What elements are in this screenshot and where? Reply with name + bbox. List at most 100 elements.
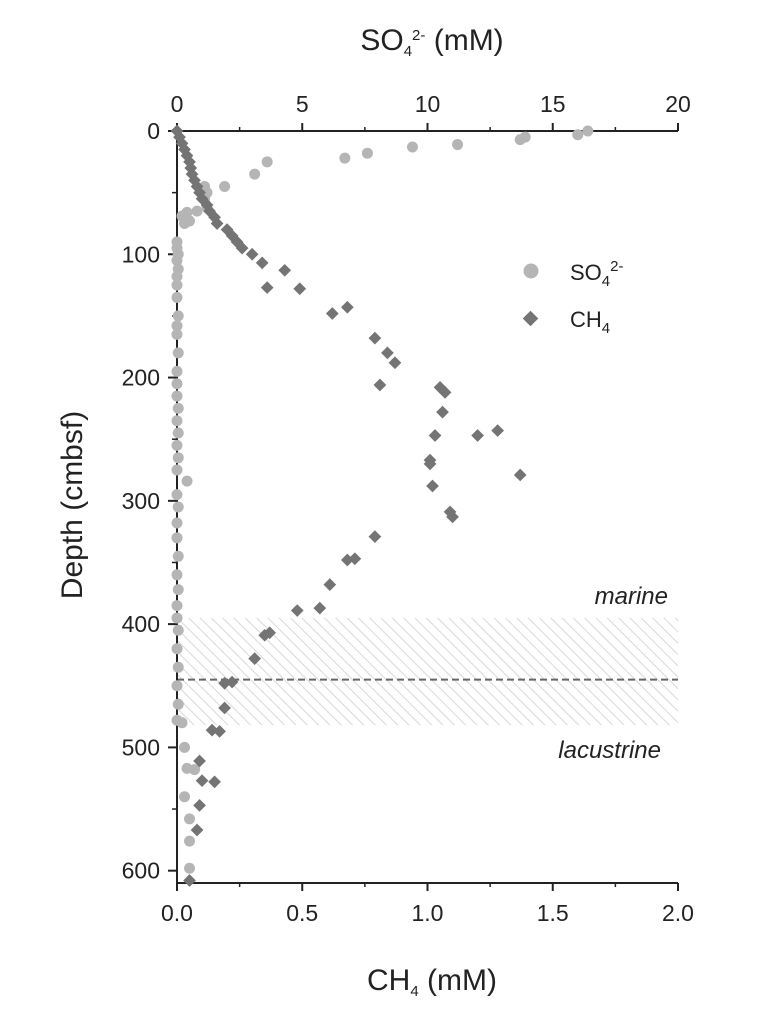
ch4-point bbox=[183, 874, 196, 887]
so4-point bbox=[171, 680, 183, 692]
ch4-point bbox=[471, 429, 484, 442]
y-axis-tick-label: 600 bbox=[122, 858, 160, 884]
ch4-point bbox=[513, 468, 527, 482]
so4-point bbox=[171, 643, 183, 655]
so4-point bbox=[172, 347, 184, 359]
ch4-point bbox=[368, 530, 382, 543]
so4-point bbox=[172, 501, 184, 513]
ch4-point bbox=[323, 578, 337, 592]
so4-point bbox=[261, 156, 273, 168]
ch4-point bbox=[388, 356, 402, 370]
so4-point bbox=[171, 254, 183, 266]
legend-ch4-marker bbox=[522, 310, 539, 327]
so4-point bbox=[171, 279, 183, 291]
y-axis-tick-label: 500 bbox=[122, 734, 160, 760]
ch4-point bbox=[293, 282, 307, 296]
ch4-point bbox=[190, 823, 204, 837]
ch4-point bbox=[373, 378, 387, 392]
ch4-point bbox=[278, 263, 292, 277]
top-axis-tick-label: 0 bbox=[171, 91, 184, 117]
so4-point bbox=[172, 310, 184, 322]
so4-point bbox=[171, 489, 183, 501]
y-axis-tick-label: 400 bbox=[122, 611, 160, 637]
ch4-point bbox=[195, 774, 209, 788]
bottom-axis-tick-label: 0.0 bbox=[161, 900, 193, 926]
so4-point bbox=[171, 328, 183, 340]
so4-point bbox=[184, 835, 196, 847]
ch4-point bbox=[491, 424, 505, 437]
marine-zone-label: marine bbox=[595, 583, 668, 610]
ch4-point bbox=[426, 479, 439, 493]
y-axis-tick-label: 0 bbox=[147, 118, 160, 144]
ch4-series bbox=[170, 124, 527, 887]
so4-point bbox=[171, 532, 183, 544]
legend: SO42- CH4 bbox=[522, 258, 623, 337]
top-axis-tick-label: 20 bbox=[665, 91, 691, 117]
so4-point bbox=[171, 320, 183, 332]
so4-point bbox=[172, 427, 184, 439]
so4-point bbox=[514, 134, 526, 146]
so4-point bbox=[171, 390, 183, 402]
ch4-point bbox=[423, 457, 437, 471]
so4-point bbox=[172, 452, 184, 464]
so4-point bbox=[171, 517, 183, 529]
ch4-point bbox=[368, 331, 382, 345]
so4-point bbox=[171, 464, 183, 476]
so4-point bbox=[176, 717, 188, 729]
so4-point bbox=[171, 365, 183, 377]
lacustrine-zone-label: lacustrine bbox=[558, 737, 661, 764]
ch4-point bbox=[245, 247, 259, 261]
so4-point bbox=[171, 612, 183, 624]
so4-point bbox=[406, 141, 418, 153]
y-axis-tick-label: 200 bbox=[122, 365, 160, 391]
so4-point bbox=[172, 698, 184, 710]
so4-point bbox=[582, 125, 594, 137]
bottom-axis-tick-label: 1.5 bbox=[537, 900, 569, 926]
axes: 0 5 10 15 20 0.0 0.5 1.0 1.5 2.0 0 100 200 300 400 500 6… bbox=[122, 91, 694, 926]
so4-point bbox=[572, 129, 584, 141]
ch4-point bbox=[428, 429, 442, 442]
ch4-point bbox=[260, 281, 274, 294]
so4-point bbox=[179, 791, 191, 803]
top-axis-title: SO42- (mM) bbox=[360, 24, 503, 60]
legend-so4-label: SO42- bbox=[570, 258, 623, 290]
so4-point bbox=[172, 584, 184, 596]
so4-point bbox=[172, 624, 184, 636]
ch4-point bbox=[325, 307, 339, 320]
so4-point bbox=[452, 139, 464, 151]
ch4-point bbox=[208, 775, 221, 789]
so4-point bbox=[179, 217, 191, 229]
so4-point bbox=[171, 378, 183, 390]
so4-point bbox=[249, 168, 261, 180]
ch4-point bbox=[210, 217, 224, 230]
so4-point bbox=[189, 764, 201, 776]
top-axis-tick-label: 5 bbox=[296, 91, 309, 117]
top-axis-tick-label: 10 bbox=[415, 91, 441, 117]
so4-point bbox=[171, 600, 183, 612]
bottom-axis-tick-label: 0.5 bbox=[286, 900, 318, 926]
so4-point bbox=[181, 475, 193, 487]
legend-ch4-label: CH4 bbox=[570, 307, 610, 337]
ch4-point bbox=[381, 346, 394, 360]
legend-so4-marker bbox=[523, 263, 539, 279]
so4-point bbox=[171, 569, 183, 581]
so4-point bbox=[171, 415, 183, 427]
ch4-point bbox=[340, 300, 354, 314]
so4-point bbox=[172, 661, 184, 673]
ch4-point bbox=[255, 256, 269, 270]
y-axis-tick-label: 300 bbox=[122, 488, 160, 514]
ch4-point bbox=[436, 405, 449, 419]
so4-series bbox=[171, 125, 594, 874]
bottom-axis-title: CH4 (mM) bbox=[367, 964, 497, 1000]
so4-point bbox=[171, 439, 183, 451]
transition-zone-band bbox=[177, 617, 678, 726]
so4-point bbox=[172, 402, 184, 414]
so4-point bbox=[361, 147, 373, 159]
y-axis-tick-label: 100 bbox=[122, 241, 160, 267]
so4-point bbox=[171, 291, 183, 303]
ch4-point bbox=[193, 798, 206, 812]
bottom-axis-tick-label: 1.0 bbox=[412, 900, 444, 926]
y-axis-title: Depth (cmbsf) bbox=[56, 411, 89, 599]
so4-point bbox=[184, 813, 196, 825]
